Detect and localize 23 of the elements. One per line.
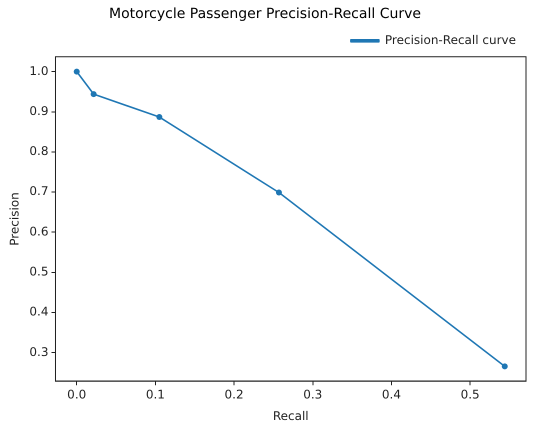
y-tick-label: 0.7	[29, 184, 48, 198]
point	[74, 68, 80, 75]
y-tick-label: 0.5	[29, 264, 48, 279]
x-axis-title: Recall	[272, 408, 309, 423]
point	[156, 114, 162, 120]
legend-label: Precision-Recall curve	[384, 32, 516, 47]
y-axis-title: Precision	[7, 192, 22, 246]
y-tick-label: 0.8	[29, 144, 48, 158]
chart-title: Motorcycle Passenger Precision-Recall Curve	[109, 6, 421, 22]
x-tick-label: 0.2	[224, 388, 244, 402]
point	[276, 190, 282, 196]
x-tick-label: 0.4	[382, 388, 401, 402]
y-tick-label: 1.0	[29, 64, 48, 78]
y-tick-label: 0.3	[29, 344, 48, 359]
x-tick-label: 0.1	[146, 388, 165, 402]
point	[502, 363, 508, 370]
point	[90, 91, 97, 98]
x-tick-label: 0.5	[460, 388, 480, 402]
y-tick-label: 0.9	[29, 104, 48, 118]
y-tick-label: 0.6	[29, 224, 48, 238]
x-tick-label: 0.0	[67, 388, 86, 402]
x-tick-label: 0.3	[303, 388, 322, 402]
y-tick-label: 0.4	[29, 304, 48, 319]
